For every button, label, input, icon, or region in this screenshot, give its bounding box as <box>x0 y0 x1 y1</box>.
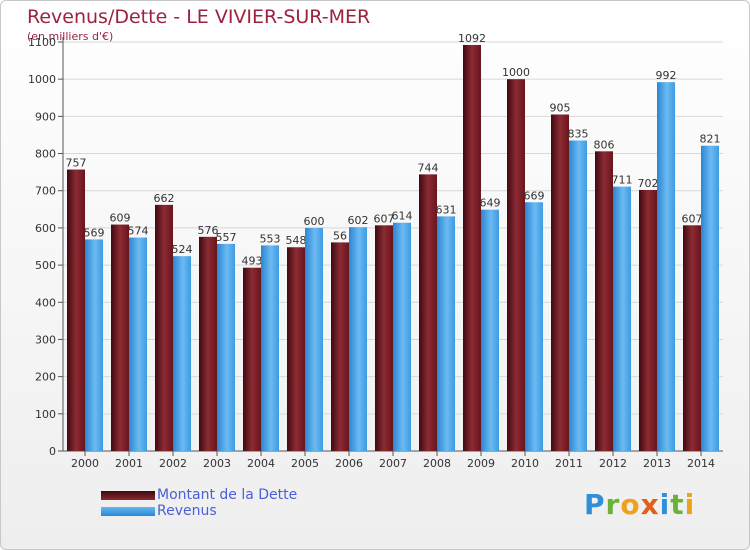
x-tick-label: 2006 <box>335 457 363 470</box>
data-label: 574 <box>128 225 149 238</box>
bar-dette <box>595 151 613 451</box>
bar-revenus <box>569 140 587 452</box>
legend-item-revenus: Revenus <box>101 503 297 519</box>
bar-dette <box>199 236 217 451</box>
proxiti-logo: Proxiti <box>584 488 696 521</box>
bar-revenus <box>173 256 191 451</box>
y-tick-label: 500 <box>35 259 56 272</box>
y-tick-label: 400 <box>35 296 56 309</box>
bar-revenus <box>613 186 631 451</box>
bar-revenus <box>85 239 103 451</box>
y-tick-label: 800 <box>35 148 56 161</box>
data-label: 631 <box>436 203 457 216</box>
data-label: 711 <box>612 174 633 187</box>
x-tick-label: 2009 <box>467 457 495 470</box>
x-tick-label: 2011 <box>555 457 583 470</box>
y-tick-label: 600 <box>35 222 56 235</box>
data-label: 600 <box>304 215 325 228</box>
x-tick-label: 2012 <box>599 457 627 470</box>
chart-title: Revenus/Dette - LE VIVIER-SUR-MER <box>27 6 371 28</box>
y-tick-label: 200 <box>35 371 56 384</box>
x-tick-label: 2013 <box>643 457 671 470</box>
data-label: 669 <box>524 189 545 202</box>
data-label: 614 <box>392 210 413 223</box>
x-tick-label: 2005 <box>291 457 319 470</box>
x-tick-label: 2002 <box>159 457 187 470</box>
bar-revenus <box>349 227 367 451</box>
bar-dette <box>243 267 261 451</box>
data-label: 821 <box>700 133 721 146</box>
bar-dette <box>331 242 349 451</box>
bar-dette <box>639 189 657 451</box>
bar-revenus <box>217 243 235 451</box>
y-tick-label: 100 <box>35 408 56 421</box>
bar-dette <box>463 44 481 451</box>
legend-swatch-dette <box>101 490 155 500</box>
data-label: 702 <box>638 177 659 190</box>
bar-dette <box>155 204 173 451</box>
data-label: 662 <box>154 192 175 205</box>
bar-dette <box>287 247 305 451</box>
data-label: 905 <box>550 102 571 115</box>
y-tick-label: 300 <box>35 333 56 346</box>
y-tick-label: 1000 <box>28 73 56 86</box>
data-label: 524 <box>172 243 193 256</box>
data-label: 576 <box>198 224 219 237</box>
data-label: 493 <box>242 255 263 268</box>
bar-revenus <box>701 145 719 451</box>
bar-revenus <box>481 209 499 451</box>
bar-revenus <box>261 245 279 451</box>
bar-dette <box>375 225 393 451</box>
y-tick-label: 900 <box>35 110 56 123</box>
bar-dette <box>419 174 437 451</box>
data-label: 757 <box>66 157 87 170</box>
data-label: 553 <box>260 232 281 245</box>
x-tick-label: 2004 <box>247 457 275 470</box>
bar-revenus <box>437 216 455 451</box>
y-tick-label: 700 <box>35 185 56 198</box>
data-label: 649 <box>480 197 501 210</box>
bar-dette <box>507 79 525 451</box>
data-label: 992 <box>656 69 677 82</box>
x-tick-label: 2000 <box>71 457 99 470</box>
data-label: 744 <box>418 161 439 174</box>
data-label: 557 <box>216 231 237 244</box>
x-tick-label: 2007 <box>379 457 407 470</box>
y-tick-label: 0 <box>49 445 56 458</box>
legend: Montant de la Dette Revenus <box>101 487 297 519</box>
bar-dette <box>551 114 569 451</box>
data-label: 607 <box>374 212 395 225</box>
bar-revenus <box>393 222 411 451</box>
bar-dette <box>683 225 701 451</box>
data-label: 609 <box>110 212 131 225</box>
bar-revenus <box>657 82 675 451</box>
data-label: 602 <box>348 214 369 227</box>
x-tick-label: 2008 <box>423 457 451 470</box>
bar-dette <box>67 169 85 451</box>
legend-label-revenus: Revenus <box>157 503 217 519</box>
data-label: 607 <box>682 212 703 225</box>
data-label: 1092 <box>458 32 486 45</box>
bar-revenus <box>305 227 323 451</box>
bar-dette <box>111 224 129 451</box>
data-label: 835 <box>568 128 589 141</box>
data-label: 569 <box>84 226 105 239</box>
bar-revenus <box>525 202 543 451</box>
chart-subtitle: (en milliers d'€) <box>27 30 114 43</box>
x-tick-label: 2010 <box>511 457 539 470</box>
x-tick-label: 2001 <box>115 457 143 470</box>
data-label: 1000 <box>502 66 530 79</box>
data-label: 806 <box>594 138 615 151</box>
data-label: 56 <box>333 229 347 242</box>
legend-item-dette: Montant de la Dette <box>101 487 297 503</box>
legend-label-dette: Montant de la Dette <box>157 487 298 503</box>
legend-swatch-revenus <box>101 506 155 516</box>
y-tick-label: 1100 <box>28 36 56 49</box>
data-label: 548 <box>286 234 307 247</box>
bar-revenus <box>129 237 147 451</box>
x-tick-label: 2014 <box>687 457 715 470</box>
x-tick-label: 2003 <box>203 457 231 470</box>
